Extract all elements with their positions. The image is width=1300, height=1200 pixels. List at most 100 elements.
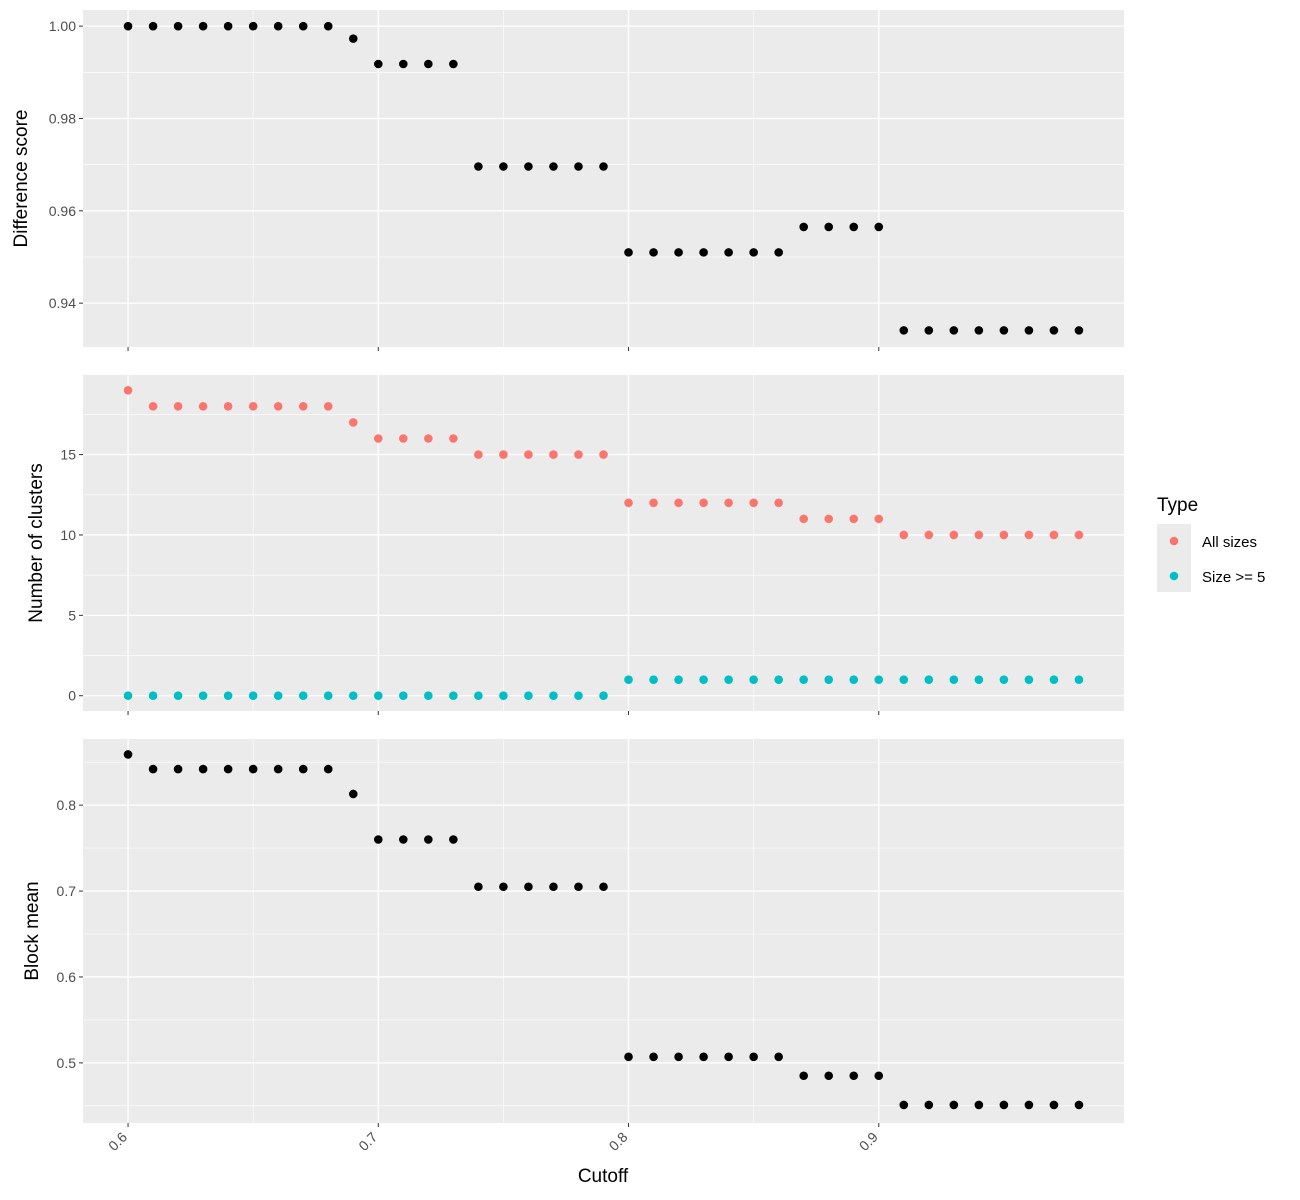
data-point — [649, 1052, 658, 1062]
data-point — [599, 162, 608, 171]
data-point — [899, 326, 909, 335]
data-point — [1024, 675, 1034, 684]
data-point — [323, 402, 333, 411]
data-point — [424, 835, 433, 844]
data-point — [524, 162, 533, 171]
data-point — [499, 882, 508, 892]
legend: Type All sizes Size >= 5 — [1157, 495, 1265, 592]
panel-background — [83, 10, 1124, 347]
y-tick-label: 0.96 — [49, 203, 76, 219]
data-point — [223, 691, 233, 701]
x-tick-label: 0.6 — [105, 1129, 130, 1154]
data-point — [999, 675, 1009, 684]
panels-layer: 0.94 0.96 0.98 1.00 Difference score 0 5 10 15 Nu… — [11, 10, 1124, 1154]
data-point — [1049, 675, 1059, 684]
data-point — [574, 162, 583, 171]
data-point — [974, 530, 984, 540]
data-point — [749, 248, 758, 257]
data-point — [774, 1052, 783, 1062]
data-point — [198, 691, 208, 701]
data-point — [1074, 326, 1084, 335]
data-point — [499, 450, 508, 459]
x-axis-labels: 0.6 0.7 0.8 0.9 — [105, 1129, 881, 1154]
data-point — [649, 498, 658, 508]
data-point — [499, 691, 508, 701]
x-axis-title: Cutoff — [578, 1166, 629, 1187]
data-point — [1024, 326, 1034, 335]
data-point — [924, 675, 934, 684]
data-point — [1049, 1100, 1059, 1110]
data-point — [949, 326, 959, 335]
data-point — [348, 789, 358, 799]
data-point — [749, 675, 758, 684]
data-point — [449, 434, 458, 443]
series-points — [123, 21, 1084, 335]
data-point — [273, 21, 283, 31]
y-tick-label: 0.94 — [49, 295, 76, 311]
data-point — [348, 691, 358, 701]
data-point — [148, 691, 158, 701]
data-point — [474, 450, 483, 459]
data-point — [824, 514, 834, 524]
data-point — [974, 1100, 984, 1110]
data-point — [524, 450, 533, 459]
data-point — [674, 675, 683, 684]
y-tick-label: 0.7 — [57, 883, 77, 899]
data-point — [399, 835, 408, 844]
legend-marker-all-sizes — [1169, 536, 1179, 546]
data-point — [699, 248, 708, 257]
y-tick-label: 0 — [68, 688, 76, 704]
data-point — [298, 402, 308, 411]
data-point — [599, 450, 608, 459]
data-point — [849, 514, 859, 524]
data-point — [1074, 1100, 1084, 1110]
data-point — [949, 1100, 959, 1110]
data-point — [123, 691, 133, 701]
data-point — [499, 162, 508, 171]
data-point — [424, 434, 433, 443]
data-point — [624, 1052, 633, 1062]
data-point — [373, 835, 383, 844]
data-point — [323, 21, 333, 31]
data-point — [699, 498, 708, 508]
data-point — [599, 882, 608, 892]
data-point — [1074, 675, 1084, 684]
data-point — [924, 1100, 934, 1110]
data-point — [574, 450, 583, 459]
data-point — [774, 498, 783, 508]
data-point — [123, 385, 133, 395]
data-point — [399, 691, 408, 701]
series-all-sizes — [123, 385, 1084, 540]
data-point — [724, 675, 733, 684]
data-point — [223, 402, 233, 411]
data-point — [449, 835, 458, 844]
data-point — [298, 764, 308, 774]
y-tick-label: 0.98 — [49, 110, 76, 126]
data-point — [624, 248, 633, 257]
data-point — [273, 764, 283, 774]
data-point — [849, 1071, 859, 1081]
data-point — [323, 691, 333, 701]
data-point — [949, 675, 959, 684]
data-point — [474, 882, 483, 892]
data-point — [624, 498, 633, 508]
data-point — [824, 222, 834, 232]
panel-background — [83, 375, 1124, 711]
legend-marker-size-5 — [1169, 571, 1179, 581]
data-point — [724, 498, 733, 508]
data-point — [148, 764, 158, 774]
data-point — [799, 675, 808, 684]
data-point — [874, 514, 884, 524]
data-point — [123, 750, 133, 759]
data-point — [323, 764, 333, 774]
data-point — [273, 402, 283, 411]
data-point — [198, 402, 208, 411]
data-point — [248, 402, 258, 411]
data-point — [298, 691, 308, 701]
data-point — [799, 514, 808, 524]
data-point — [874, 222, 884, 232]
data-point — [624, 675, 633, 684]
data-point — [223, 21, 233, 31]
y-axis-title: Block mean — [22, 881, 43, 980]
